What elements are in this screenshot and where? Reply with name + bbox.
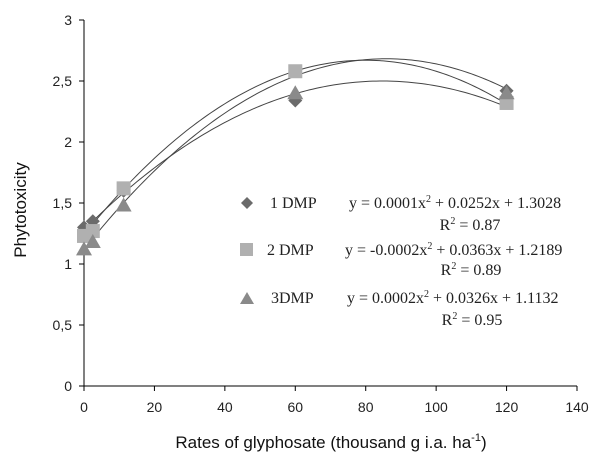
legend-series-name: 2 DMP [267,242,314,259]
legend-r2: R2 = 0.95 [442,311,503,329]
legend-r2: R2 = 0.87 [440,216,501,234]
legend-series-name: 3DMP [271,290,314,307]
x-tick-label: 120 [495,399,519,415]
data-point-triangle [498,85,515,100]
square-marker-icon [240,243,253,256]
x-tick-label: 0 [80,399,88,415]
diamond-marker-icon [241,197,253,209]
y-tick-label: 0,5 [53,317,73,333]
data-point-square [499,95,514,110]
data-point-triangle [76,241,92,256]
y-axis-title: Phytotoxicity [11,162,30,258]
x-axis-title: Rates of glyphosate (thousand g i.a. ha-… [175,432,486,452]
data-point-square [85,224,100,239]
legend-r2: R2 = 0.89 [441,261,502,279]
legend-entry-3: 3DMP y = 0.0002x2 + 0.0326x + 1.1132 R2 … [240,289,558,329]
legend-equation: y = 0.0002x2 + 0.0326x + 1.1132 [347,289,558,307]
y-tick-label: 1 [64,256,72,272]
data-points [76,64,515,256]
y-tick-label: 1,5 [53,195,73,211]
y-tick-label: 2,5 [53,73,73,89]
x-tick-label: 40 [217,399,233,415]
data-point-triangle [84,234,101,249]
triangle-marker-icon [240,292,254,304]
y-ticks: 0 0,5 1 1,5 2 2,5 3 [53,12,84,394]
legend-equation: y = -0.0002x2 + 0.0363x + 1.2189 [345,241,562,259]
legend-entry-2: 2 DMP y = -0.0002x2 + 0.0363x + 1.2189 R… [240,241,562,279]
x-tick-label: 100 [424,399,448,415]
x-tick-label: 60 [287,399,303,415]
legend-entry-1: 1 DMP y = 0.0001x2 + 0.0252x + 1.3028 R2… [241,194,561,234]
y-tick-label: 3 [64,12,72,28]
x-tick-label: 80 [358,399,374,415]
x-tick-label: 20 [147,399,163,415]
x-tick-label: 140 [565,399,589,415]
legend: 1 DMP y = 0.0001x2 + 0.0252x + 1.3028 R2… [240,194,562,329]
x-ticks: 0 20 40 60 80 100 120 140 [80,386,589,415]
data-point-triangle [115,197,132,212]
data-point-triangle [287,85,304,100]
data-point-square [288,64,303,79]
legend-series-name: 1 DMP [270,195,317,212]
legend-equation: y = 0.0001x2 + 0.0252x + 1.3028 [349,194,561,212]
y-tick-label: 0 [64,378,72,394]
data-point-square [116,181,131,196]
y-tick-label: 2 [64,134,72,150]
